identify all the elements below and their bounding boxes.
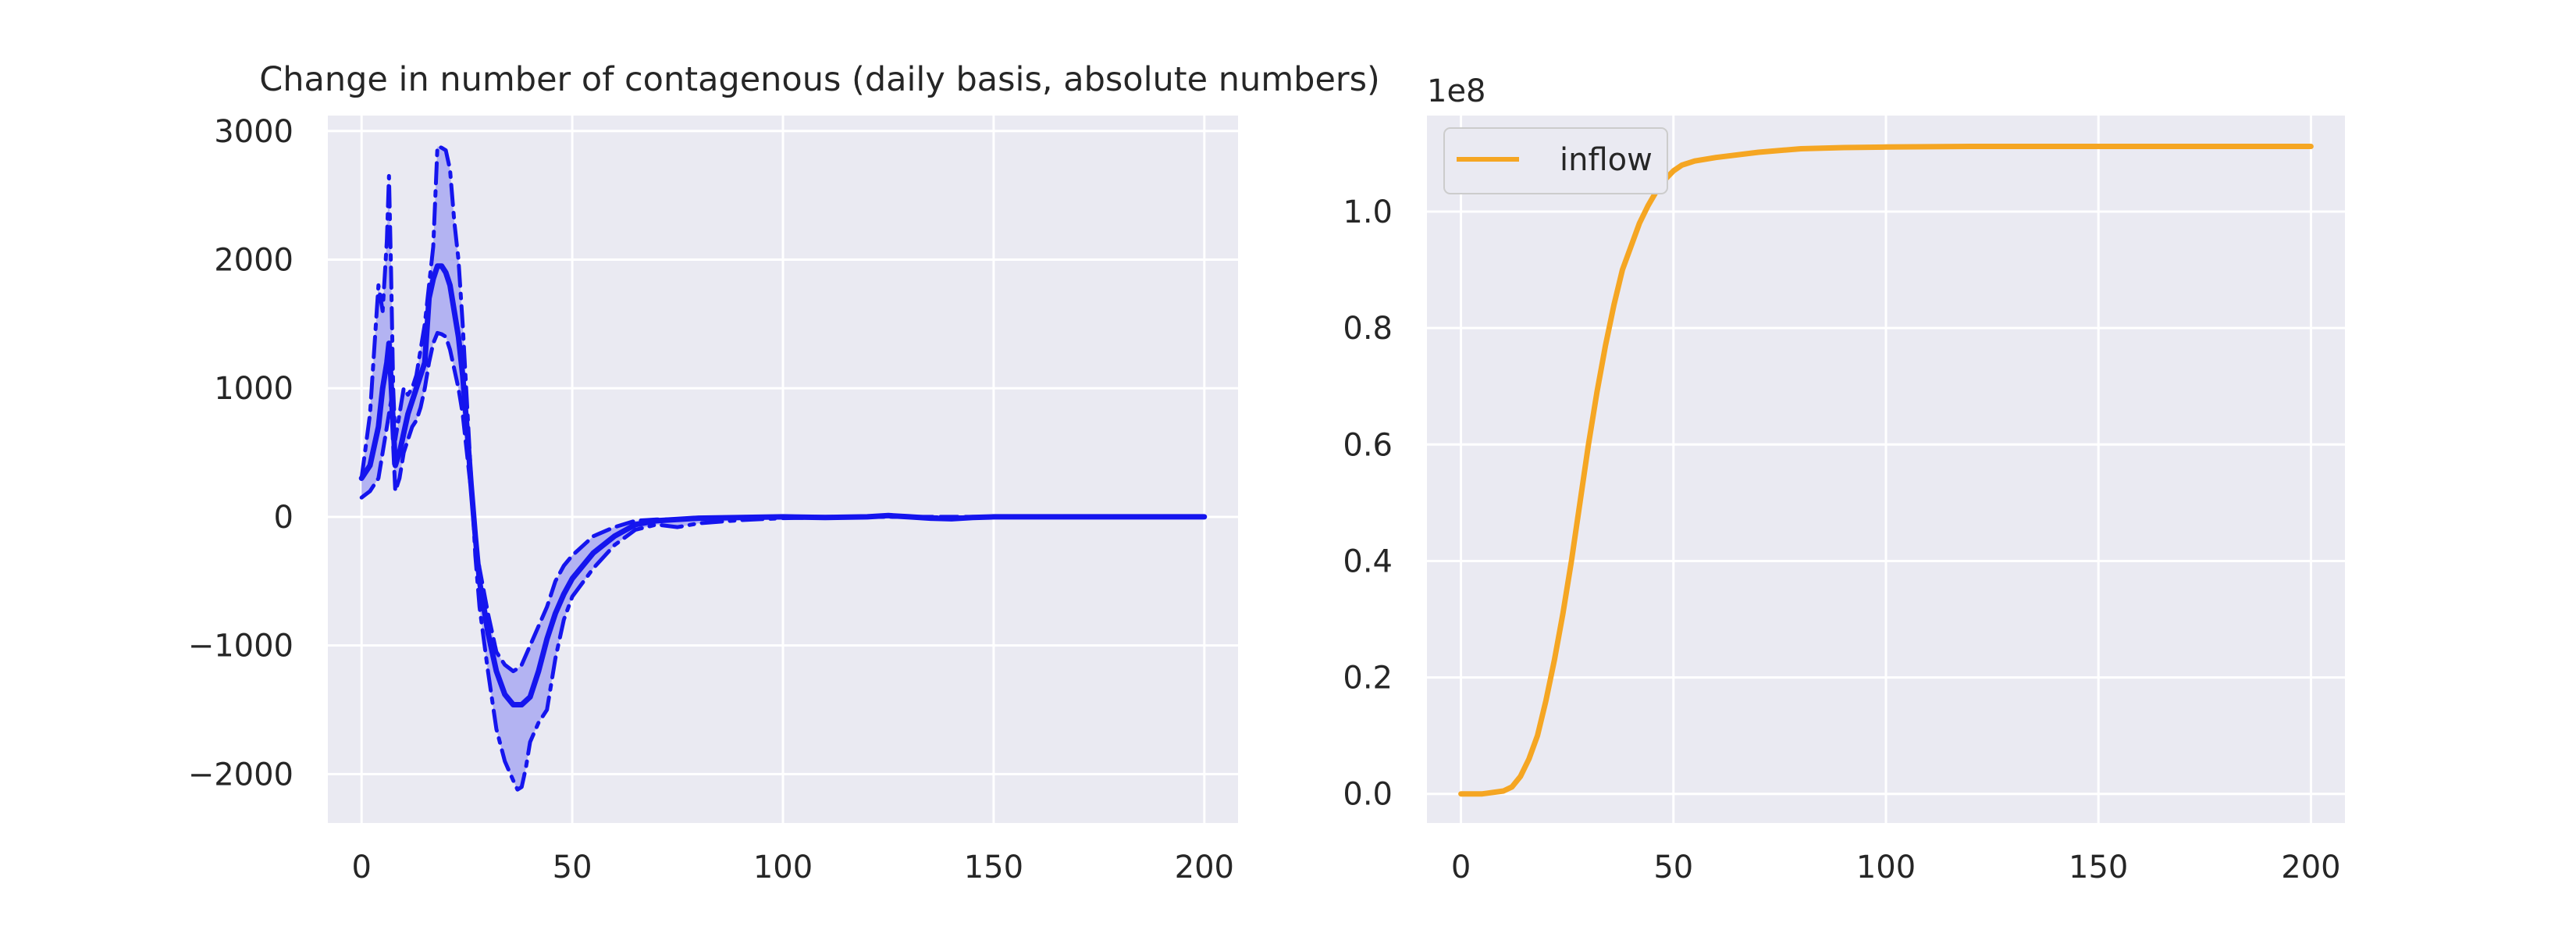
right-y-tick-label: 1.0 xyxy=(1343,194,1393,230)
left-y-tick-label: 3000 xyxy=(214,114,294,150)
left-series-line-dashed xyxy=(359,330,1207,674)
left-x-tick-label: 50 xyxy=(553,850,592,885)
right-y-tick-label: 0.8 xyxy=(1343,311,1393,347)
right-x-tick-label: 0 xyxy=(1451,850,1471,885)
left-x-tick-label: 200 xyxy=(1175,850,1234,885)
left-x-tick-label: 150 xyxy=(964,850,1023,885)
left-confidence-band xyxy=(361,146,1204,790)
left-x-tick-label: 0 xyxy=(351,850,371,885)
right-x-tick-label: 200 xyxy=(2281,850,2340,885)
right-x-tick-label: 150 xyxy=(2069,850,2128,885)
left-y-tick-label: 2000 xyxy=(214,242,294,278)
right-y-tick-label: 0.4 xyxy=(1343,543,1393,579)
right-series-line-inflow xyxy=(1458,144,2314,797)
left-grid xyxy=(328,116,1238,823)
right-y-tick-label: 0.6 xyxy=(1343,427,1393,463)
right-y-tick-labels: 0.0 0.2 0.4 0.6 0.8 1.0 xyxy=(1343,194,1393,813)
right-grid xyxy=(1427,116,2345,823)
left-x-tick-label: 100 xyxy=(753,850,813,885)
right-series-lines xyxy=(1458,144,2314,797)
left-y-tick-label: −2000 xyxy=(188,757,294,793)
left-y-tick-label: −1000 xyxy=(188,629,294,664)
right-legend: inflow xyxy=(1443,127,1668,194)
left-y-tick-labels: −2000 −1000 0 1000 2000 3000 xyxy=(188,114,294,793)
left-y-tick-label: 1000 xyxy=(214,371,294,407)
left-y-tick-label: 0 xyxy=(274,500,294,536)
right-chart: 1e8 0 50 100 150 200 0.0 0.2 0.4 0.6 0.8 1.0 infl… xyxy=(1343,73,2345,885)
left-chart: Change in number of contagenous (daily b… xyxy=(188,60,1380,885)
left-band-fill xyxy=(361,146,1204,790)
left-x-tick-labels: 0 50 100 150 200 xyxy=(351,850,1234,885)
legend-box xyxy=(1443,127,1668,194)
right-x-tick-labels: 0 50 100 150 200 xyxy=(1451,850,2341,885)
right-x-tick-label: 100 xyxy=(1856,850,1916,885)
left-chart-title: Change in number of contagenous (daily b… xyxy=(259,60,1380,99)
right-y-tick-label: 0.2 xyxy=(1343,661,1393,697)
left-series-lines xyxy=(358,144,1208,792)
right-y-tick-label: 0.0 xyxy=(1343,777,1393,813)
right-y-offset-text: 1e8 xyxy=(1427,73,1486,109)
right-x-tick-label: 50 xyxy=(1653,850,1693,885)
legend-label-inflow: inflow xyxy=(1560,142,1653,178)
